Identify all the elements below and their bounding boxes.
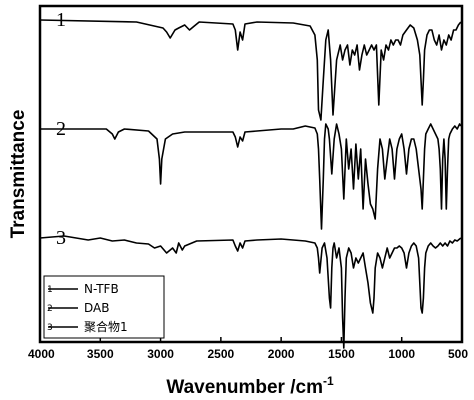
spectra-group [39, 19, 462, 349]
curve-number-labels: 1 2 3 [56, 9, 66, 249]
spectrum-line-3 [39, 235, 462, 349]
x-tick-label-4000: 4000 [28, 347, 55, 361]
legend-number-1: 1 [47, 285, 53, 295]
x-tick-label-3500: 3500 [87, 347, 114, 361]
x-axis-title-superscript: -1 [323, 374, 334, 388]
legend-label-1: N-TFB [84, 282, 119, 296]
x-tick-label-500: 500 [448, 347, 468, 361]
spectrum-line-1 [39, 19, 462, 121]
legend-items: 1 N-TFB 2 DAB 3 聚合物1 [47, 282, 128, 334]
x-tick-label-2500: 2500 [208, 347, 235, 361]
y-axis-title: Transmittance [8, 110, 29, 239]
curve-label-3: 3 [56, 227, 66, 249]
x-tick-label-3000: 3000 [147, 347, 174, 361]
curve-label-2: 2 [56, 118, 66, 140]
plot-frame [38, 4, 464, 344]
x-axis-title-main: Wavenumber /cm [166, 377, 323, 398]
x-axis-ticks: 4000 3500 3000 2500 2000 1500 1000 500 [28, 337, 468, 361]
legend-number-3: 3 [47, 323, 53, 333]
x-tick-label-1500: 1500 [328, 347, 355, 361]
spectrum-line-2 [40, 123, 462, 230]
legend-label-2: DAB [84, 301, 109, 315]
legend-label-3: 聚合物1 [84, 319, 128, 334]
legend-number-2: 2 [47, 304, 53, 314]
legend: 1 N-TFB 2 DAB 3 聚合物1 [43, 275, 165, 339]
x-axis-title: Wavenumber /cm-1 [166, 374, 334, 398]
curve-label-1: 1 [56, 9, 66, 31]
x-tick-label-2000: 2000 [268, 347, 295, 361]
x-tick-label-1000: 1000 [388, 347, 415, 361]
